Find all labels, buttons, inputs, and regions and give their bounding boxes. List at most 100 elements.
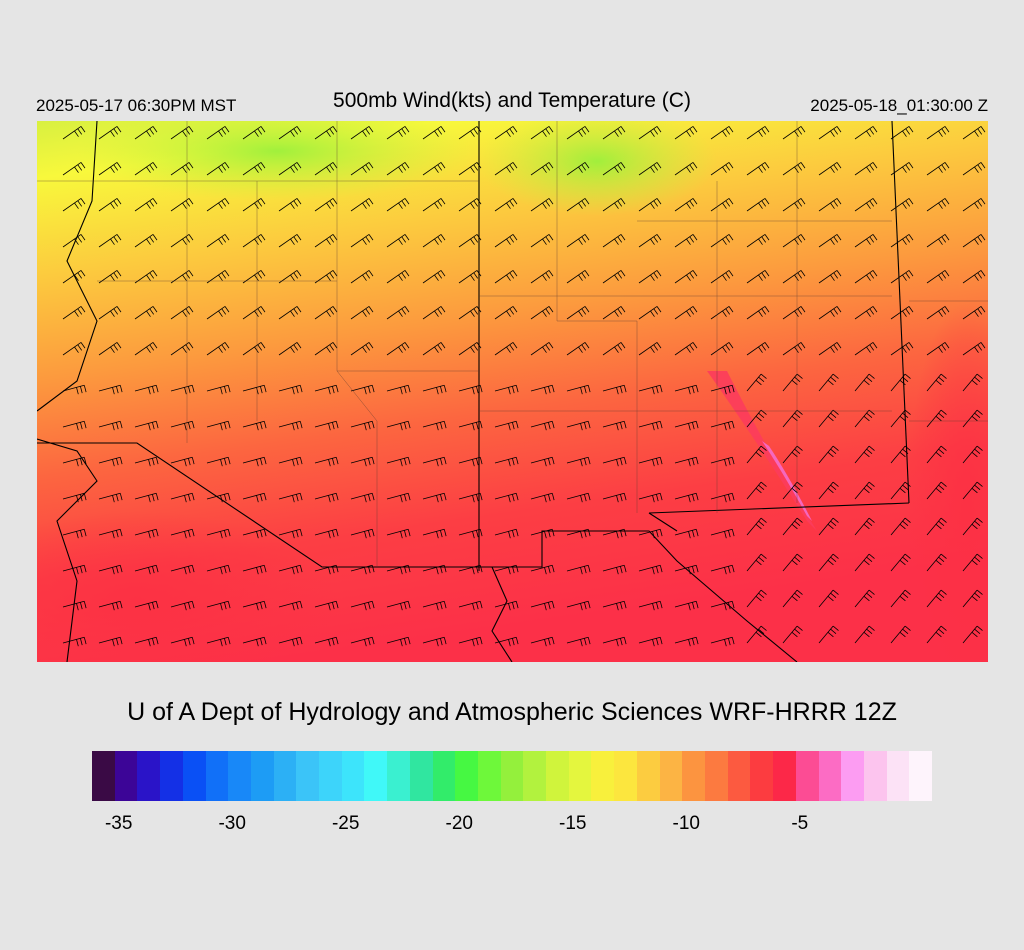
wind-barb (278, 564, 303, 575)
colorbar-swatch (659, 751, 683, 801)
wind-barb (926, 306, 950, 320)
wind-barb (422, 528, 447, 539)
wind-barb (818, 342, 842, 356)
wind-barb (242, 528, 267, 539)
wind-barb (530, 384, 555, 395)
wind-barb (674, 636, 699, 647)
wind-barb (458, 456, 483, 467)
wind-barb (422, 492, 447, 503)
colorbar-swatch (182, 751, 206, 801)
wind-barb (962, 162, 986, 176)
wind-barb (854, 162, 878, 176)
wind-barb (242, 456, 267, 467)
colorbar-swatch (591, 751, 615, 801)
wind-barb (710, 306, 734, 320)
wind-barb (314, 306, 338, 320)
wind-barb (314, 600, 339, 611)
wind-barb (782, 373, 803, 392)
wind-barb (170, 456, 195, 467)
wind-barb (710, 492, 735, 503)
wind-barb (962, 198, 986, 212)
colorbar-swatch (863, 751, 887, 801)
temperature-colorbar (92, 751, 933, 801)
wind-barb (818, 517, 839, 536)
wind-barb (926, 409, 947, 428)
wind-barb (350, 384, 375, 395)
wind-barb (890, 373, 911, 392)
wind-barb (890, 409, 911, 428)
wind-barb (62, 492, 87, 503)
map-title: 500mb Wind(kts) and Temperature (C) (333, 89, 691, 112)
wind-barb (890, 589, 911, 608)
wind-barb (890, 234, 914, 248)
wind-barb (386, 306, 410, 320)
wind-barb (746, 162, 770, 176)
wind-barb (134, 384, 159, 395)
boundary-nm-tx (891, 121, 910, 504)
wind-barb (890, 342, 914, 356)
wind-barb (170, 126, 194, 140)
wind-barb (602, 420, 627, 431)
wind-barb (206, 600, 231, 611)
wind-barb (854, 234, 878, 248)
wind-barb (422, 234, 446, 248)
colorbar-swatch (432, 751, 456, 801)
wind-barb (962, 553, 983, 572)
wind-barb (746, 342, 770, 356)
local-valid-time: 2025-05-17 06:30PM MST (36, 96, 237, 115)
wind-barb (962, 342, 986, 356)
colorbar-swatch (614, 751, 637, 801)
wind-barb (638, 492, 663, 503)
wind-barb (854, 481, 875, 500)
wind-barb (170, 234, 194, 248)
wind-barb (854, 373, 875, 392)
wind-barb (674, 162, 698, 176)
model-credit: U of A Dept of Hydrology and Atmospheric… (127, 698, 897, 726)
wind-barb (62, 162, 86, 176)
wind-barb (782, 162, 806, 176)
wind-barb (62, 564, 87, 575)
wind-barb (134, 306, 158, 320)
wind-barb (566, 492, 591, 503)
wind-barb (602, 384, 627, 395)
wind-barb (62, 384, 87, 395)
wind-barb (242, 126, 266, 140)
wind-barb (494, 636, 519, 647)
wind-barb (494, 492, 519, 503)
wind-barb (494, 564, 519, 575)
wind-barb (566, 528, 591, 539)
colorbar-tick-label: -10 (672, 813, 700, 834)
colorbar-swatch (296, 751, 320, 801)
wind-barb (926, 270, 950, 284)
wind-barb (98, 126, 122, 140)
wind-barb (746, 445, 767, 464)
wind-barb (674, 528, 699, 539)
wind-barb (134, 492, 159, 503)
wind-barb (854, 445, 875, 464)
wind-barb (134, 342, 158, 356)
wind-barb (206, 234, 230, 248)
wind-barb (242, 384, 267, 395)
wind-barb (350, 456, 375, 467)
wind-barb (134, 564, 159, 575)
wind-barb (746, 481, 767, 500)
colorbar-swatch (909, 751, 933, 801)
wind-barb (602, 198, 626, 212)
wind-barb (134, 270, 158, 284)
wind-barb (710, 600, 735, 611)
wind-barb (890, 517, 911, 536)
wind-barb (890, 270, 914, 284)
wind-barb (962, 270, 986, 284)
wind-barb (710, 528, 735, 539)
warm-region-e (907, 301, 988, 662)
wind-barb (278, 600, 303, 611)
boundary-colorado-river (37, 438, 98, 662)
wind-barb (170, 420, 195, 431)
wind-barb (494, 162, 518, 176)
wind-barb (746, 553, 767, 572)
wind-barb (926, 198, 950, 212)
wind-barb (530, 306, 554, 320)
wind-barb (98, 306, 122, 320)
colorbar-swatch (546, 751, 569, 801)
wind-barb (962, 126, 986, 140)
